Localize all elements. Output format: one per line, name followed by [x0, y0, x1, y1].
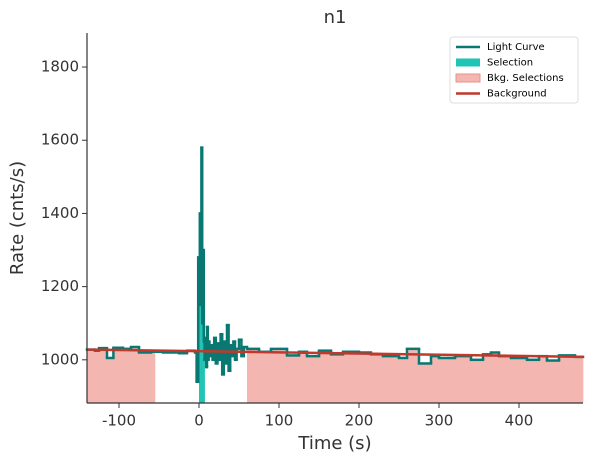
bkg-selection-fill	[499, 356, 512, 403]
bkg-selection-fill	[259, 351, 272, 403]
bkg-selection-fill	[407, 348, 420, 403]
x-tick-label: -100	[102, 412, 136, 430]
legend-swatch	[455, 73, 481, 83]
bkg-selection-fill	[455, 356, 472, 403]
bkg-selection-fill	[527, 359, 540, 403]
background-line	[86, 348, 584, 359]
selection-fill	[203, 341, 205, 403]
bkg-selection-fill	[151, 351, 156, 403]
x-axis-label: Time (s)	[297, 433, 371, 454]
bkg-selection-fill	[107, 357, 114, 403]
bkg-selection-fill	[95, 350, 100, 403]
legend-box	[449, 36, 579, 104]
bkg-selection-fill	[139, 352, 152, 403]
x-tick-label: 300	[425, 412, 454, 430]
bkg-selection-fill	[247, 348, 260, 403]
bkg-selection-fill	[471, 359, 484, 403]
bkg-selection-fill	[383, 356, 400, 403]
selection-fill	[202, 323, 204, 403]
bkg-selection-fill	[99, 348, 108, 403]
bkg-selection-fill	[87, 349, 96, 403]
bkg-selection-fill	[491, 352, 500, 403]
legend-label: Background	[487, 89, 547, 100]
bkg-selection-fill	[511, 357, 528, 403]
bkg-selection-fill	[483, 354, 492, 403]
bkg-selection-fill	[575, 356, 584, 403]
y-tick-label: 1400	[41, 204, 79, 222]
y-tick-label: 1600	[41, 131, 79, 149]
bkg-selection-fill	[319, 350, 332, 403]
y-axis-label: Rate (cnts/s)	[7, 161, 28, 275]
bkg-selection-fill	[287, 355, 300, 403]
y-tick-label: 1800	[41, 58, 79, 76]
legend-label: Selection	[487, 58, 533, 69]
bkg-selection-fill	[271, 348, 288, 403]
bkg-selection-fill	[547, 360, 560, 403]
selection-fill	[200, 286, 202, 403]
bkg-selection-fill	[343, 351, 360, 403]
bkg-selection-fill	[307, 356, 320, 403]
bkg-selection-fill	[559, 355, 576, 403]
legend-label: Light Curve	[487, 42, 545, 53]
bkg-selection-fill	[439, 357, 456, 403]
legend-label: Bkg. Selections	[487, 73, 564, 84]
x-tick-label: 200	[345, 412, 374, 430]
y-tick-label: 1000	[41, 350, 79, 368]
bkg-selection-fill	[539, 356, 548, 403]
bkg-selection-fill	[431, 356, 440, 403]
x-tick-label: 100	[265, 412, 294, 430]
selection-fill	[199, 213, 201, 403]
bkg-selection-fill	[331, 354, 344, 403]
chart-title: n1	[324, 7, 347, 28]
bkg-selection-fill	[399, 357, 408, 403]
legend-swatch	[456, 58, 480, 67]
bkg-selection-fill	[131, 347, 140, 403]
bkg-selection-fill	[299, 351, 308, 403]
selection-fill	[199, 304, 201, 403]
bkg-selection-fill	[419, 363, 432, 403]
x-tick-label: 400	[505, 412, 534, 430]
bkg-selection-fill	[371, 354, 384, 403]
bkg-selection-fill	[113, 347, 124, 403]
bkg-selection-fill	[359, 352, 372, 403]
bkg-selection-fill	[123, 348, 132, 403]
y-tick-label: 1200	[41, 277, 79, 295]
x-tick-label: 0	[194, 412, 204, 430]
